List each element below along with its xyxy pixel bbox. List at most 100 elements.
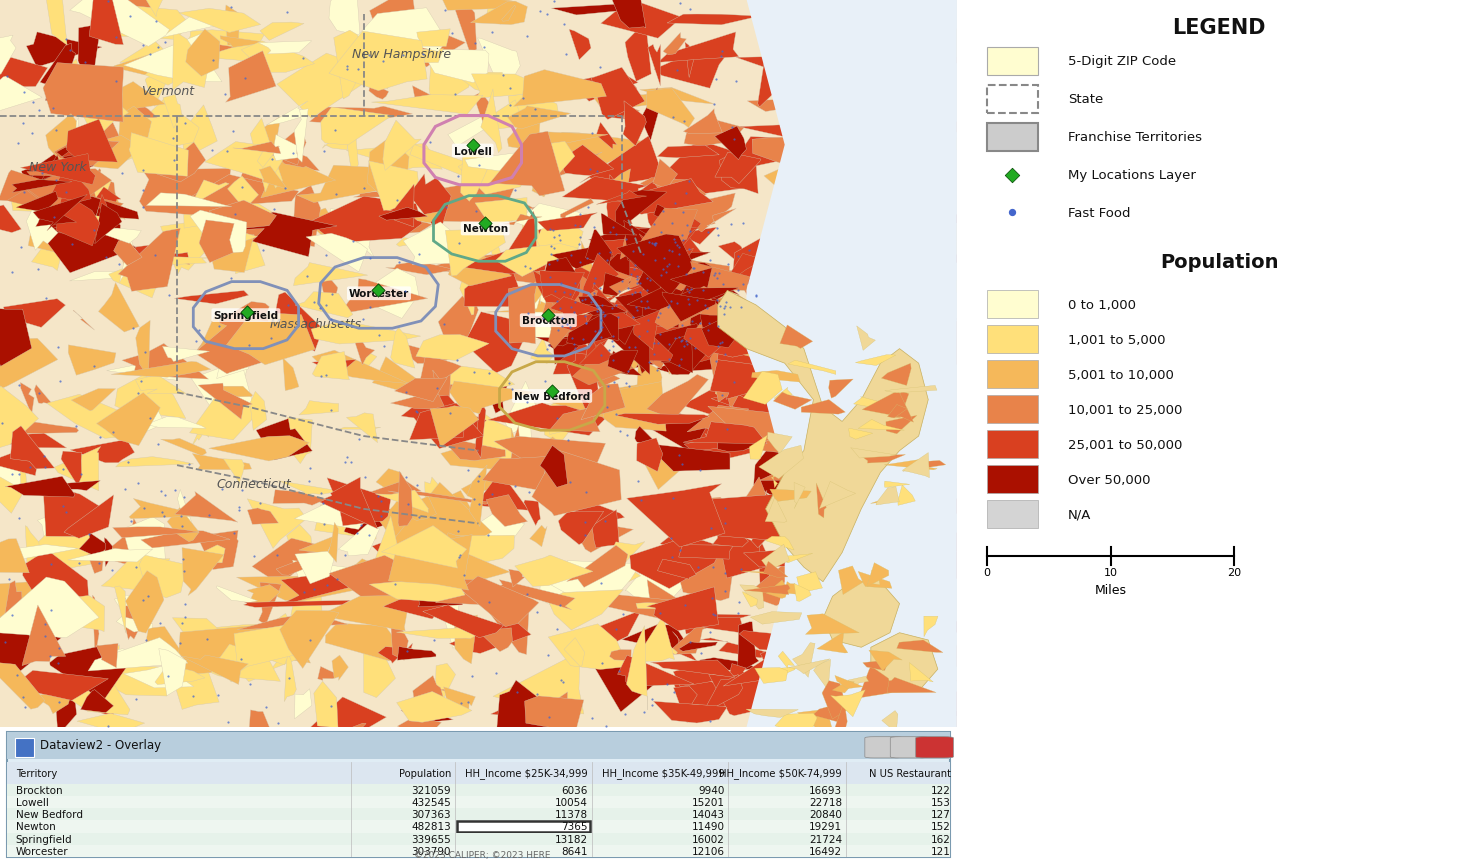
Polygon shape <box>503 214 542 226</box>
Polygon shape <box>916 315 958 329</box>
Point <box>228 504 251 517</box>
Point <box>174 117 197 131</box>
Polygon shape <box>901 254 916 317</box>
Point <box>69 468 92 481</box>
Polygon shape <box>900 461 945 472</box>
Polygon shape <box>184 199 273 229</box>
Polygon shape <box>903 533 967 560</box>
Point <box>633 705 656 719</box>
Point <box>295 269 318 283</box>
Polygon shape <box>481 90 503 153</box>
Polygon shape <box>786 62 837 116</box>
Polygon shape <box>278 481 340 496</box>
Point <box>34 617 57 631</box>
Polygon shape <box>706 495 814 541</box>
Point <box>32 449 56 463</box>
Polygon shape <box>875 697 953 744</box>
Polygon shape <box>615 414 710 424</box>
Point <box>660 217 684 231</box>
Polygon shape <box>409 175 451 235</box>
Polygon shape <box>684 422 767 444</box>
Point <box>698 253 722 267</box>
Polygon shape <box>644 325 712 375</box>
Polygon shape <box>362 480 421 497</box>
Polygon shape <box>630 536 722 589</box>
Polygon shape <box>381 526 466 568</box>
Point <box>216 715 240 729</box>
Polygon shape <box>50 166 91 202</box>
Polygon shape <box>373 357 427 399</box>
Point <box>681 262 704 276</box>
Polygon shape <box>842 662 928 684</box>
Polygon shape <box>795 483 805 509</box>
Point <box>638 236 662 250</box>
Point <box>446 353 469 367</box>
Polygon shape <box>761 544 789 572</box>
Point <box>235 306 259 319</box>
Polygon shape <box>72 389 115 412</box>
Polygon shape <box>882 270 976 307</box>
Point <box>625 277 649 291</box>
Polygon shape <box>548 319 609 365</box>
Polygon shape <box>69 345 115 375</box>
Polygon shape <box>579 309 618 341</box>
Polygon shape <box>646 375 709 420</box>
Polygon shape <box>583 295 627 316</box>
Point <box>434 3 457 17</box>
Polygon shape <box>539 271 584 305</box>
Point <box>308 301 332 315</box>
Polygon shape <box>375 269 419 319</box>
Point <box>222 527 245 541</box>
Polygon shape <box>12 180 72 193</box>
Polygon shape <box>874 119 961 185</box>
Point <box>688 317 712 331</box>
Point <box>636 295 659 309</box>
Point <box>405 479 428 492</box>
Point <box>630 493 653 507</box>
Polygon shape <box>92 595 99 654</box>
Polygon shape <box>3 300 66 328</box>
Polygon shape <box>262 154 320 171</box>
Polygon shape <box>96 195 107 217</box>
Polygon shape <box>508 284 538 344</box>
Point <box>18 461 41 474</box>
Polygon shape <box>691 305 736 329</box>
Point <box>728 595 751 609</box>
Point <box>412 48 435 62</box>
Point <box>576 251 599 265</box>
Polygon shape <box>774 714 817 735</box>
Point <box>657 257 681 271</box>
Point <box>716 423 739 437</box>
Polygon shape <box>465 164 488 197</box>
Point <box>124 692 148 706</box>
Point <box>698 715 722 728</box>
Polygon shape <box>111 362 210 378</box>
Text: 0: 0 <box>983 567 991 578</box>
Point <box>0 468 23 481</box>
Polygon shape <box>495 245 579 277</box>
Polygon shape <box>108 263 158 299</box>
Polygon shape <box>199 545 225 563</box>
Polygon shape <box>823 250 863 290</box>
Point <box>221 125 244 139</box>
Polygon shape <box>653 251 722 268</box>
Polygon shape <box>888 603 931 649</box>
Polygon shape <box>32 232 67 271</box>
Point <box>549 673 573 687</box>
Polygon shape <box>476 413 511 461</box>
Text: Newton: Newton <box>16 821 56 832</box>
Polygon shape <box>817 483 827 518</box>
Polygon shape <box>717 291 928 582</box>
Polygon shape <box>221 37 264 48</box>
Point <box>678 3 701 17</box>
Point <box>313 145 336 158</box>
Point <box>646 363 669 377</box>
Polygon shape <box>806 439 862 470</box>
Polygon shape <box>609 650 631 660</box>
Point <box>652 204 675 218</box>
Polygon shape <box>422 588 446 602</box>
Point <box>548 234 571 248</box>
Point <box>657 353 681 367</box>
Polygon shape <box>899 486 915 505</box>
Text: 1,001 to 5,000: 1,001 to 5,000 <box>1068 333 1166 346</box>
